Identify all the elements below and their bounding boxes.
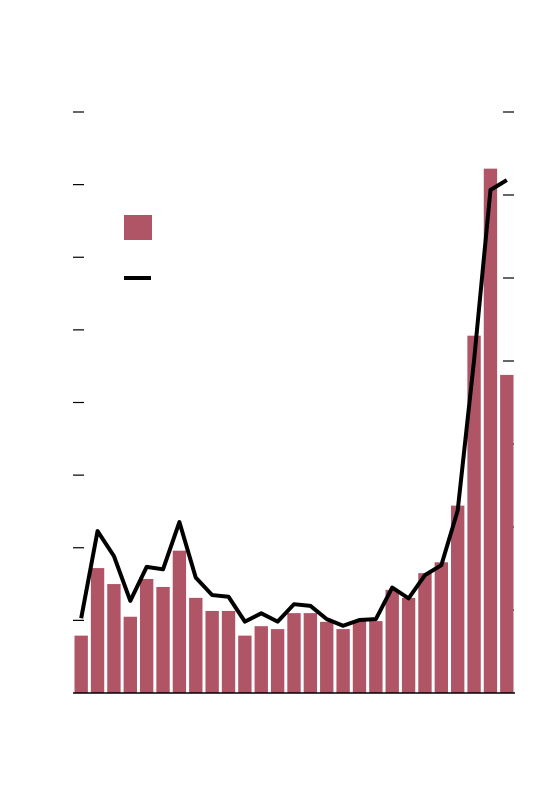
bar bbox=[434, 562, 449, 693]
bar bbox=[418, 573, 432, 693]
bar bbox=[238, 635, 252, 693]
bar bbox=[303, 613, 318, 693]
bar bbox=[139, 578, 154, 693]
bar bbox=[369, 621, 383, 693]
bar bbox=[74, 635, 88, 693]
bar bbox=[254, 626, 268, 693]
legend-swatch bbox=[124, 215, 152, 240]
bar bbox=[156, 586, 170, 693]
bar bbox=[500, 374, 514, 693]
bar bbox=[336, 629, 350, 693]
bar bbox=[123, 616, 137, 693]
bar bbox=[270, 629, 285, 693]
bar bbox=[451, 505, 465, 693]
bar bbox=[107, 584, 121, 693]
bar bbox=[221, 610, 236, 693]
bar bbox=[483, 168, 498, 693]
bar bbox=[320, 621, 334, 693]
bar bbox=[205, 610, 219, 693]
line bbox=[79, 178, 508, 628]
bar bbox=[287, 613, 301, 693]
bar bbox=[401, 597, 416, 693]
bar bbox=[352, 621, 367, 693]
bar bbox=[90, 568, 105, 693]
bar bbox=[172, 550, 187, 693]
bar bbox=[189, 597, 203, 693]
bar bbox=[467, 335, 481, 693]
bar bbox=[385, 589, 399, 693]
